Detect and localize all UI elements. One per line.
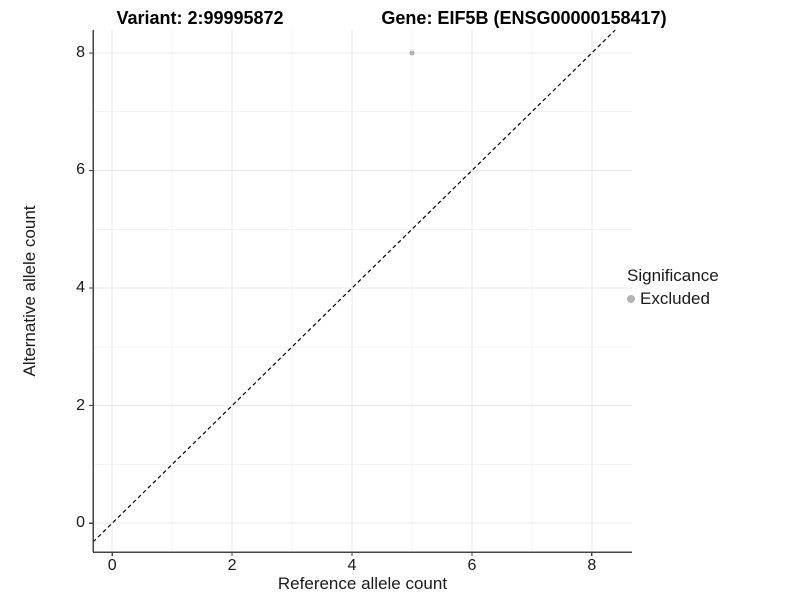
plot-panel [89, 29, 632, 556]
y-tick-label: 2 [76, 396, 85, 414]
legend-title: Significance [627, 266, 719, 285]
y-tick-label: 0 [76, 514, 85, 532]
plot-area-svg [89, 29, 632, 556]
x-tick-label: 0 [107, 557, 117, 574]
x-tick-label: 2 [227, 557, 237, 574]
x-tick-label: 4 [347, 557, 357, 574]
legend-item-excluded: Excluded [627, 288, 719, 309]
y-tick-label: 6 [76, 161, 85, 179]
y-axis-title: Alternative allele count [20, 205, 39, 377]
y-tick-label: 4 [76, 279, 85, 297]
title-gene: Gene: EIF5B (ENSG00000158417) [381, 8, 667, 28]
legend-point-icon [627, 294, 635, 303]
legend: Significance Excluded [627, 265, 719, 309]
x-tick-label: 8 [587, 557, 597, 574]
x-tick-label: 6 [467, 557, 477, 574]
title-variant: Variant: 2:99995872 [116, 8, 284, 28]
data-point-excluded [409, 50, 415, 56]
y-tick-label: 8 [76, 43, 85, 61]
legend-item-label: Excluded [640, 289, 710, 308]
identity-line [92, 29, 616, 543]
x-axis-title: Reference allele count [277, 574, 448, 593]
